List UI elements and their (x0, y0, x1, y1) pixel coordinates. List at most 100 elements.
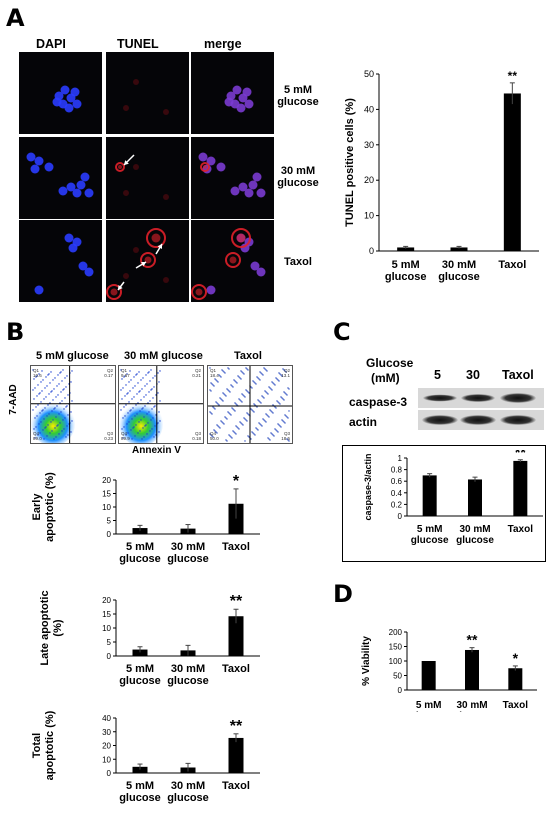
y-tick-label: 5 (107, 638, 112, 647)
micrograph-r3-c2 (106, 220, 189, 302)
y-axis-label: Early (31, 493, 43, 521)
category-label: Taxol (222, 780, 250, 792)
row-label-taxol: Taxol (284, 256, 312, 268)
svg-text:Q1: Q1 (210, 368, 217, 373)
svg-text:Q2: Q2 (284, 368, 291, 373)
svg-text:18.4: 18.4 (210, 373, 219, 378)
bar-2 (503, 93, 521, 251)
micrograph-r1-c1 (19, 52, 102, 134)
lane-label-5: 5 (434, 368, 441, 382)
y-axis-label: caspase-3/actin (363, 453, 373, 520)
y-axis-label: apoptotic (%) (44, 710, 56, 780)
y-axis-label: % Viability (361, 636, 372, 686)
micrograph-r2-c1 (19, 137, 102, 219)
caspase-chart-frame (342, 445, 546, 562)
y-tick-label: 0.6 (391, 477, 403, 486)
svg-text:Q1: Q1 (33, 368, 40, 373)
micrograph-r2-c3 (191, 137, 274, 219)
bar-1 (465, 649, 479, 690)
glucose-unit-label: (mM) (371, 371, 400, 385)
svg-text:Q1: Q1 (121, 368, 128, 373)
bar-2 (513, 460, 528, 516)
category-label: glucose (438, 271, 480, 283)
category-label: glucose (411, 535, 449, 546)
panel-letter-b: B (6, 318, 25, 346)
y-tick-label: 0.2 (391, 500, 403, 509)
svg-text:Q3: Q3 (107, 431, 114, 436)
category-label: glucose (385, 271, 427, 283)
y-tick-label: 20 (102, 476, 111, 485)
bar-2 (228, 616, 244, 656)
lane-label-30: 30 (466, 368, 480, 382)
y-tick-label: 10 (102, 624, 111, 633)
lane-label-taxol: Taxol (502, 368, 534, 382)
y-axis-label: (%) (52, 619, 64, 636)
y-tick-label: 15 (102, 490, 111, 499)
band-label-actin: actin (349, 415, 378, 429)
significance-mark: * (233, 473, 240, 490)
category-label: glucose (167, 792, 209, 804)
y-tick-label: 150 (389, 643, 403, 652)
panel-letter-a: A (6, 4, 25, 32)
bar-2 (228, 503, 244, 534)
micrograph-r3-c3 (191, 220, 274, 302)
category-label: 30 mM (442, 259, 476, 271)
western-blot-image (418, 388, 544, 430)
y-tick-label: 10 (102, 503, 111, 512)
significance-mark: ** (515, 450, 526, 460)
bar-0 (132, 649, 148, 656)
category-label: Taxol (222, 541, 250, 553)
y-tick-label: 0 (398, 686, 403, 695)
category-label: Taxol (503, 700, 529, 711)
significance-mark: * (513, 650, 519, 666)
y-tick-label: 10 (102, 755, 111, 764)
svg-text:18.5: 18.5 (281, 436, 290, 441)
y-axis-label: TUNEL positive cells (%) (344, 98, 356, 227)
svg-text:0.21: 0.21 (192, 373, 201, 378)
y-tick-label: 30 (364, 140, 374, 150)
category-label: 5 mM (126, 663, 154, 675)
svg-text:50.0: 50.0 (210, 436, 219, 441)
category-label: Taxol (498, 259, 526, 271)
category-label: 30 mM (171, 780, 205, 792)
y-axis-label: Late apoptotic (39, 590, 51, 665)
svg-text:Q3: Q3 (284, 431, 291, 436)
y-tick-label: 0 (398, 512, 403, 521)
bar-0 (397, 247, 415, 251)
category-label: glucose (119, 792, 161, 804)
y-tick-label: 40 (102, 714, 111, 723)
svg-text:13.1: 13.1 (281, 373, 290, 378)
svg-text:10.6: 10.6 (33, 373, 42, 378)
row-label-5mm: 5 mM glucose (277, 84, 319, 108)
category-label: 5 mM (416, 700, 442, 711)
flow-plot-1: Q1 10.6 Q2 0.17 Q4 89.0 Q3 0.23 (30, 365, 116, 446)
category-label: glucose (456, 535, 494, 546)
significance-mark: ** (230, 718, 243, 735)
category-label: glucose (119, 675, 161, 687)
y-axis-label: Total (31, 733, 43, 758)
flow-plot-3: Q1 18.4 Q2 13.1 Q4 50.0 Q3 18.5 (207, 365, 293, 444)
band-label-caspase3: caspase-3 (349, 395, 408, 409)
category-label: 30 mM (456, 700, 487, 711)
micrograph-r1-c3 (191, 52, 274, 134)
micrograph-r1-c2 (106, 52, 189, 134)
y-tick-label: 1 (398, 454, 403, 463)
y-tick-label: 5 (107, 517, 112, 526)
significance-mark: ** (508, 69, 518, 83)
significance-mark: ** (230, 593, 243, 610)
y-tick-label: 20 (102, 596, 111, 605)
bar-1 (450, 247, 468, 251)
y-tick-label: 20 (102, 742, 111, 751)
svg-text:Q2: Q2 (107, 368, 114, 373)
category-label: Taxol (222, 663, 250, 675)
flow-xaxis-label: Annexin V (132, 445, 181, 456)
y-tick-label: 200 (389, 628, 403, 637)
category-label: 5 mM (392, 259, 420, 271)
category-label: glucose (167, 675, 209, 687)
y-tick-label: 10 (364, 211, 374, 221)
bar-0 (421, 661, 436, 690)
